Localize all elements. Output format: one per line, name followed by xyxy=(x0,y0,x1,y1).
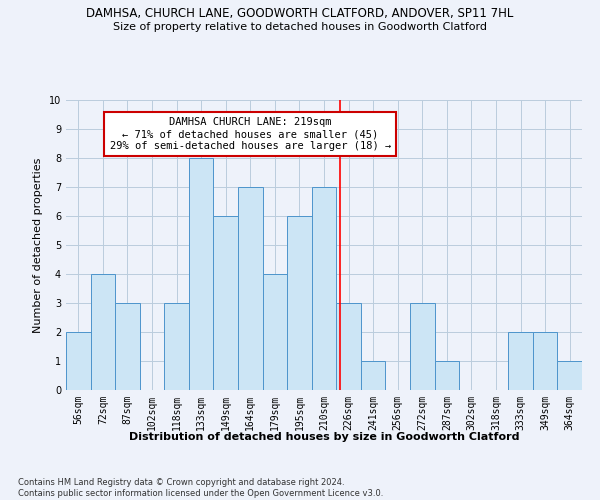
Bar xyxy=(263,274,287,390)
Bar xyxy=(287,216,312,390)
Y-axis label: Number of detached properties: Number of detached properties xyxy=(34,158,43,332)
Bar xyxy=(434,361,459,390)
Bar xyxy=(312,187,336,390)
Bar xyxy=(214,216,238,390)
Bar xyxy=(557,361,582,390)
Bar xyxy=(238,187,263,390)
Bar xyxy=(508,332,533,390)
Text: Size of property relative to detached houses in Goodworth Clatford: Size of property relative to detached ho… xyxy=(113,22,487,32)
Bar xyxy=(189,158,214,390)
Bar xyxy=(66,332,91,390)
Text: Contains HM Land Registry data © Crown copyright and database right 2024.
Contai: Contains HM Land Registry data © Crown c… xyxy=(18,478,383,498)
Bar xyxy=(361,361,385,390)
Bar xyxy=(91,274,115,390)
Text: DAMHSA CHURCH LANE: 219sqm
← 71% of detached houses are smaller (45)
29% of semi: DAMHSA CHURCH LANE: 219sqm ← 71% of deta… xyxy=(110,118,391,150)
Bar xyxy=(533,332,557,390)
Bar xyxy=(336,303,361,390)
Bar xyxy=(410,303,434,390)
Bar xyxy=(164,303,189,390)
Bar xyxy=(115,303,140,390)
Text: DAMHSA, CHURCH LANE, GOODWORTH CLATFORD, ANDOVER, SP11 7HL: DAMHSA, CHURCH LANE, GOODWORTH CLATFORD,… xyxy=(86,8,514,20)
Text: Distribution of detached houses by size in Goodworth Clatford: Distribution of detached houses by size … xyxy=(129,432,519,442)
